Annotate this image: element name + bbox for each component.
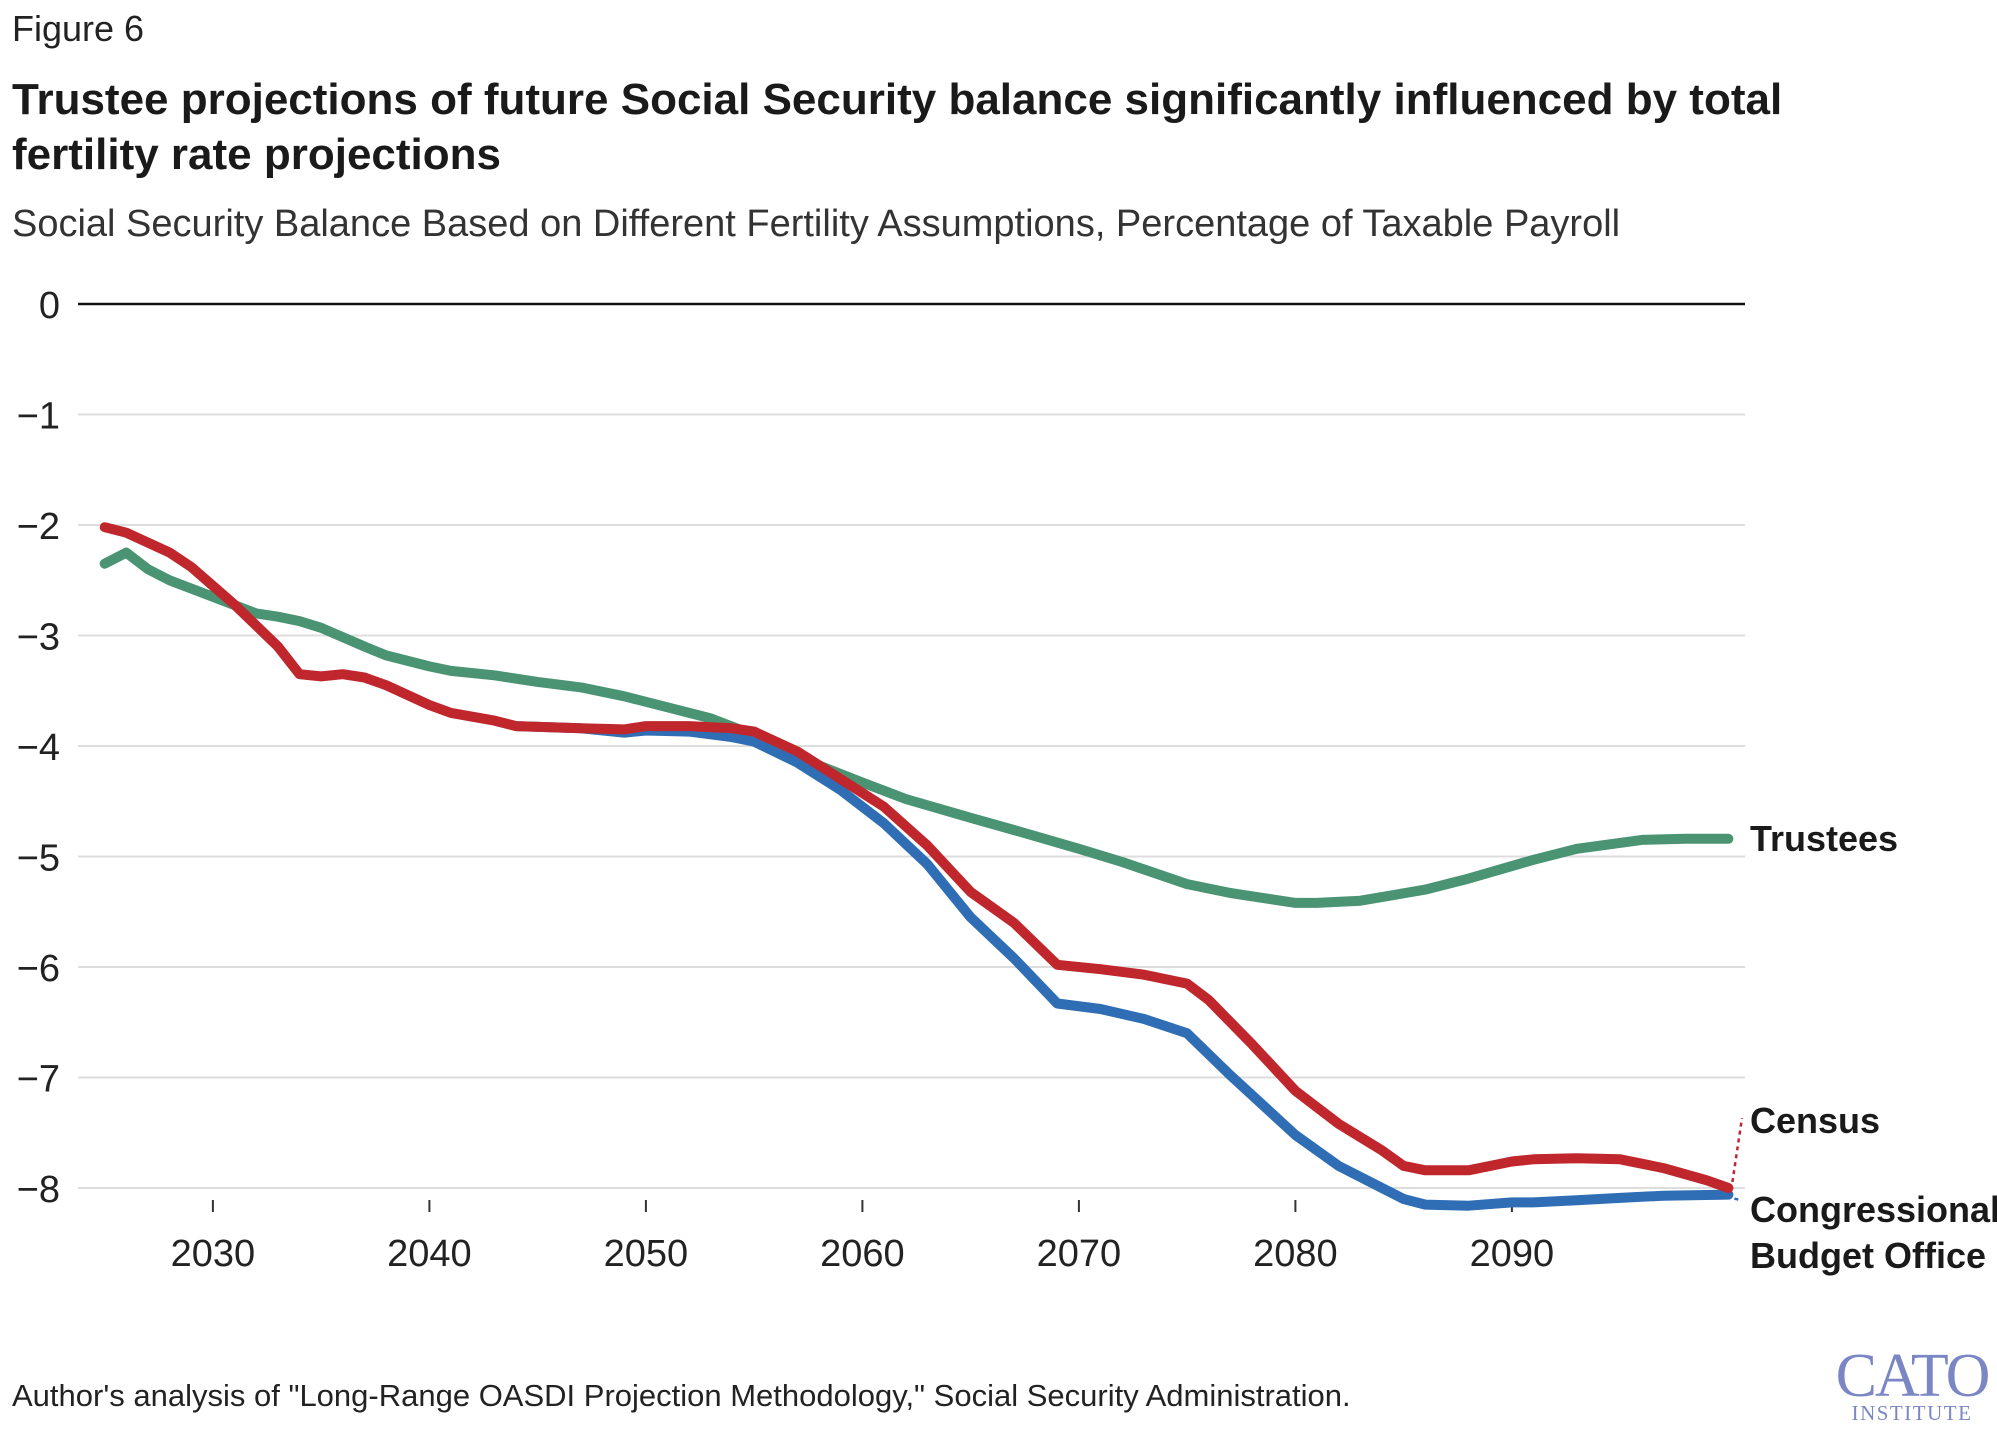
leader-cbo [1734, 1197, 1741, 1202]
x-tick-label: 2070 [1037, 1233, 1122, 1275]
x-tick-label: 2040 [387, 1233, 472, 1275]
label-cbo-line1: Congressional [1750, 1189, 1997, 1230]
leader-census [1731, 1117, 1744, 1183]
y-tick-label: −6 [17, 948, 60, 990]
x-tick-label: 2090 [1470, 1233, 1555, 1275]
source-note: Author's analysis of "Long-Range OASDI P… [12, 1378, 1351, 1413]
x-tick-label: 2060 [820, 1233, 905, 1275]
y-tick-labels: 0 −1 −2 −3 −4 −5 −6 −7 −8 [17, 285, 60, 1211]
series-lines [99, 522, 1734, 1211]
x-tick-label: 2030 [171, 1233, 256, 1275]
y-tick-label: −2 [17, 506, 60, 548]
y-tick-label: −1 [17, 396, 60, 438]
series-line-census [99, 522, 1734, 1193]
chart-title: Trustee projections of future Social Sec… [12, 75, 1783, 179]
logo-text-institute: INSTITUTE [1852, 1401, 1973, 1425]
grid-lines [78, 302, 1745, 1189]
y-tick-label: 0 [39, 285, 60, 327]
label-census: Census [1750, 1100, 1880, 1141]
label-trustees: Trustees [1750, 818, 1898, 859]
figure-label: Figure 6 [12, 8, 145, 49]
y-tick-label: −7 [17, 1059, 60, 1101]
x-tick-label: 2080 [1253, 1233, 1338, 1275]
y-tick-label: −4 [17, 727, 60, 769]
series-labels: Trustees Census Congressional Budget Office [1731, 818, 1997, 1276]
series-line-congressional-budget-office [511, 721, 1734, 1211]
y-tick-label: −8 [17, 1169, 60, 1211]
y-tick-label: −3 [17, 617, 60, 659]
cato-logo: CATO INSTITUTE [1836, 1342, 1991, 1425]
chart-subtitle: Social Security Balance Based on Differe… [12, 203, 1621, 245]
x-tick-label: 2050 [604, 1233, 689, 1275]
x-tick-labels: 2030 2040 2050 2060 2070 2080 2090 [171, 1200, 1555, 1275]
y-tick-label: −5 [17, 838, 60, 880]
label-cbo-line2: Budget Office [1750, 1235, 1986, 1276]
logo-text-cato: CATO [1836, 1342, 1989, 1410]
